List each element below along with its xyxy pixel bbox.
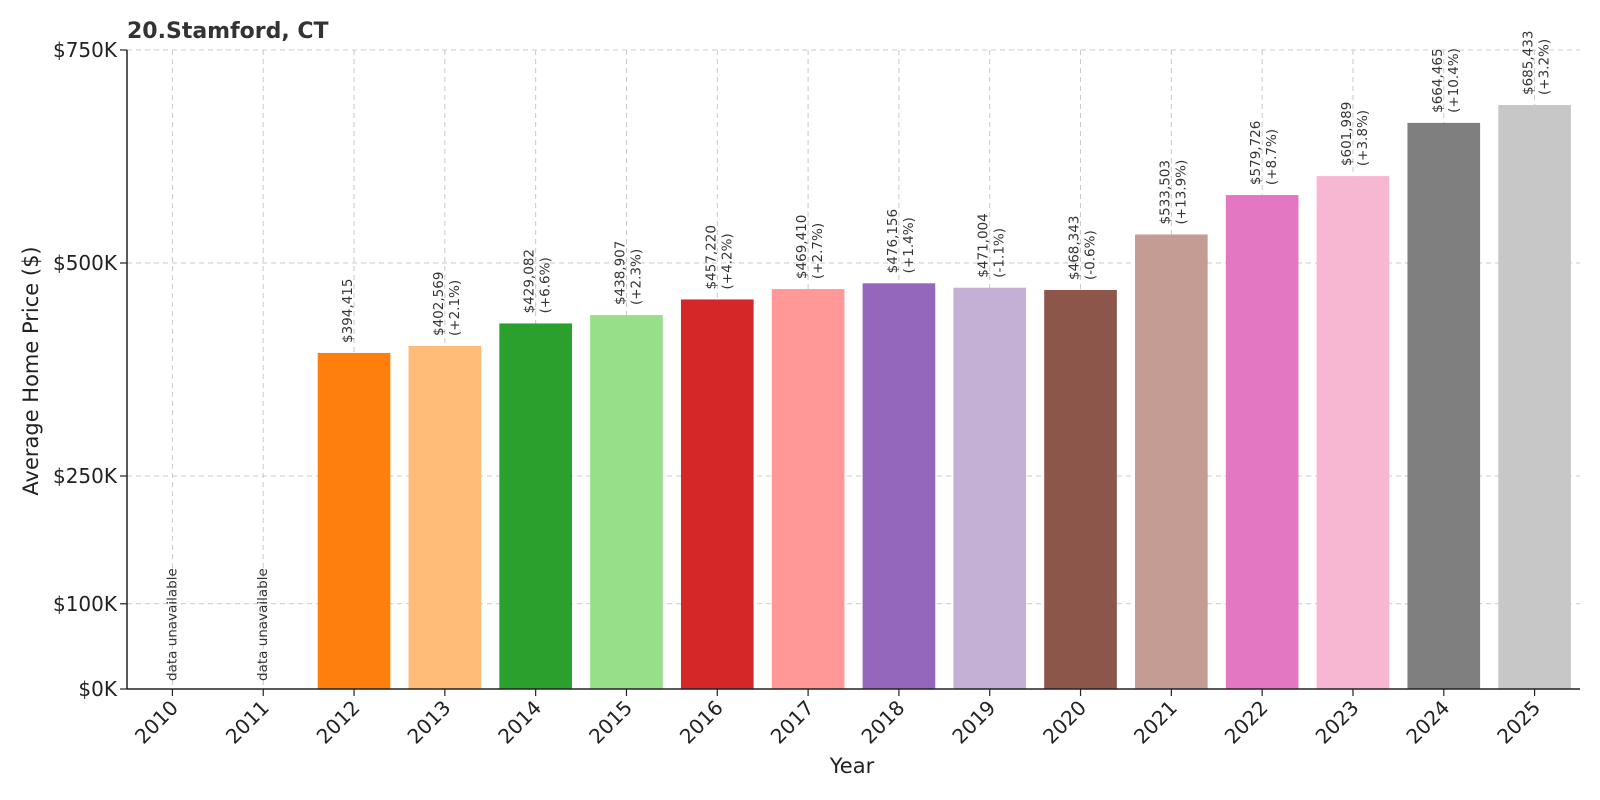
x-tick-label: 2016 <box>675 696 728 749</box>
x-axis-label: Year <box>829 754 875 778</box>
x-tick-label: 2020 <box>1038 696 1091 749</box>
bar-2018 <box>862 283 936 689</box>
missing-data-label: data unavailable <box>164 568 180 681</box>
value-label: $471,004 <box>976 213 992 277</box>
data-label-2012: $394,415 <box>340 279 356 343</box>
data-label-2023: $601,989(+3.8%) <box>1339 102 1371 166</box>
data-label-2016: $457,220(+4.2%) <box>703 225 735 289</box>
y-tick-label: $250K <box>53 464 118 488</box>
data-label-2017: $469,410(+2.7%) <box>794 215 826 279</box>
missing-data-label: data unavailable <box>255 568 271 681</box>
data-labels-layer: data unavailable data unavailable $394,415… <box>164 31 1552 681</box>
change-label: (+1.4%) <box>901 217 917 273</box>
value-label: $476,156 <box>885 209 901 273</box>
value-label: $579,726 <box>1248 121 1264 185</box>
x-tick-label: 2013 <box>402 696 455 749</box>
value-label: $533,503 <box>1157 160 1173 224</box>
x-tick-label: 2017 <box>766 696 819 749</box>
x-tick-label: 2019 <box>947 696 1000 749</box>
x-tick-label: 2024 <box>1401 696 1454 749</box>
y-tick-label: $500K <box>53 251 118 275</box>
bar-2019 <box>953 287 1027 689</box>
value-label: $429,082 <box>522 249 538 313</box>
change-label: (+2.3%) <box>628 249 644 305</box>
value-label: $394,415 <box>340 279 356 343</box>
y-tick-label: $0K <box>78 677 117 701</box>
data-label-2021: $533,503(+13.9%) <box>1157 160 1189 225</box>
change-label: (-0.6%) <box>1083 230 1099 280</box>
data-label-2024: $664,465(+10.4%) <box>1430 48 1462 113</box>
x-tick-label: 2025 <box>1492 696 1545 749</box>
change-label: (+4.2%) <box>719 233 735 289</box>
value-label: $468,343 <box>1067 216 1083 280</box>
y-tick-label: $750K <box>53 38 118 62</box>
y-axis-label: Average Home Price ($) <box>19 246 43 495</box>
data-label-2015: $438,907(+2.3%) <box>612 241 644 305</box>
data-label-2022: $579,726(+8.7%) <box>1248 121 1280 185</box>
x-tick-label: 2015 <box>584 696 637 749</box>
change-label: (+6.6%) <box>538 257 554 313</box>
x-tick-label: 2010 <box>130 696 183 749</box>
value-label: $402,569 <box>431 272 447 336</box>
bar-2012 <box>317 352 391 689</box>
value-label: $664,465 <box>1430 48 1446 112</box>
change-label: (+2.1%) <box>447 280 463 336</box>
x-tick-label: 2021 <box>1129 696 1182 749</box>
x-tick-label: 2014 <box>493 696 546 749</box>
bar-2013 <box>408 346 482 689</box>
change-label: (+2.7%) <box>810 223 826 279</box>
change-label: (+8.7%) <box>1264 129 1280 185</box>
bar-2014 <box>499 323 572 689</box>
x-tick-label: 2011 <box>221 696 274 749</box>
chart-title: 20.Stamford, CT <box>127 19 329 44</box>
data-label-2025: $685,433(+3.2%) <box>1521 31 1553 95</box>
change-label: (+13.9%) <box>1173 160 1189 225</box>
bar-2015 <box>590 315 663 689</box>
change-label: (+3.8%) <box>1355 110 1371 166</box>
data-label-2020: $468,343(-0.6%) <box>1067 216 1099 280</box>
data-label-2013: $402,569(+2.1%) <box>431 272 463 336</box>
bar-2022 <box>1225 195 1299 690</box>
data-label-2018: $476,156(+1.4%) <box>885 209 917 273</box>
bars-layer <box>317 105 1571 690</box>
value-label: $601,989 <box>1339 102 1355 166</box>
bar-2020 <box>1044 289 1117 689</box>
value-label: $438,907 <box>612 241 628 305</box>
bar-2023 <box>1316 176 1390 690</box>
change-label: (+3.2%) <box>1537 39 1553 95</box>
x-tick-label: 2023 <box>1311 696 1364 749</box>
x-tick-label: 2012 <box>312 696 365 749</box>
bar-2021 <box>1135 234 1208 689</box>
bar-2016 <box>680 299 754 689</box>
data-label-2014: $429,082(+6.6%) <box>522 249 554 313</box>
y-tick-label: $100K <box>53 592 118 616</box>
change-label: (-1.1%) <box>992 228 1008 278</box>
x-tick-label: 2018 <box>856 696 909 749</box>
value-label: $469,410 <box>794 215 810 279</box>
bar-2024 <box>1407 122 1481 690</box>
value-label: $457,220 <box>703 225 719 289</box>
data-label-2019: $471,004(-1.1%) <box>976 213 1008 277</box>
bar-2025 <box>1498 105 1571 689</box>
change-label: (+10.4%) <box>1446 48 1462 113</box>
x-tick-label: 2022 <box>1220 696 1273 749</box>
value-label: $685,433 <box>1521 31 1537 95</box>
bar-2017 <box>771 289 845 689</box>
